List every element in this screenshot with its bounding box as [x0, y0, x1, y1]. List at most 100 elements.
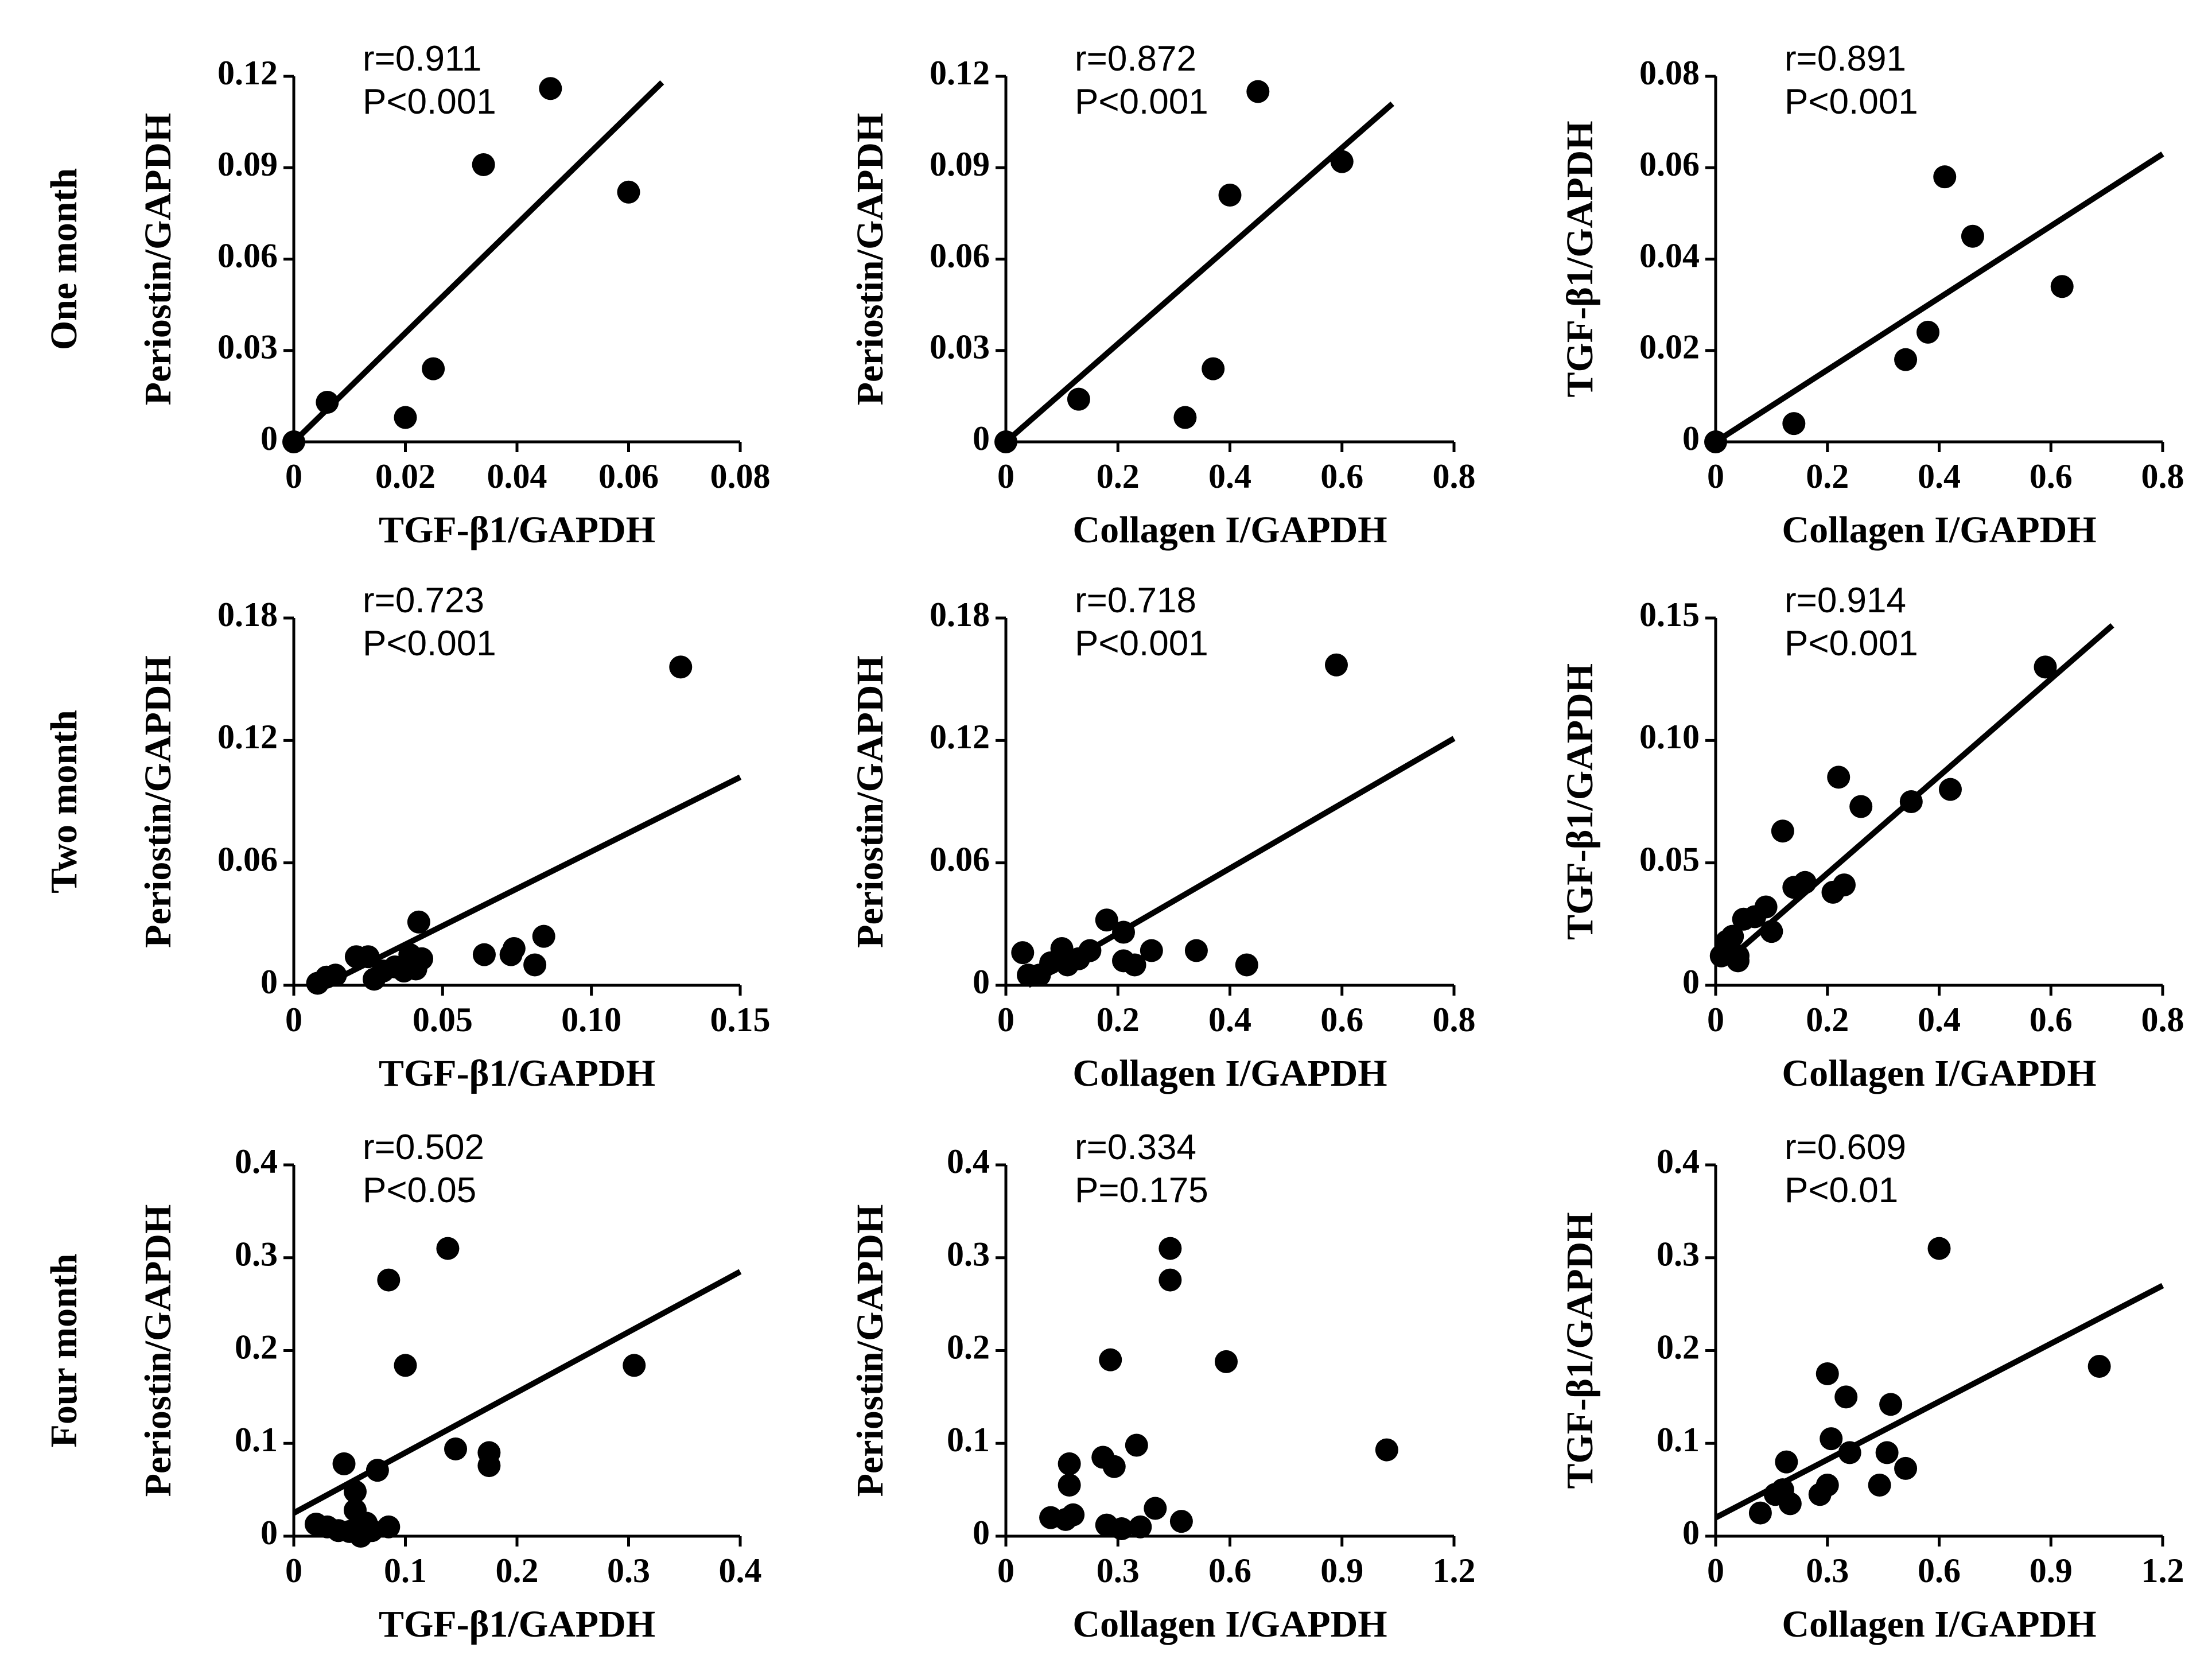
y-tick-label: 0	[261, 963, 278, 1001]
correlation-r: r=0.723	[363, 581, 484, 620]
x-tick-label: 0.08	[710, 457, 771, 495]
x-axis-label: Collagen I/GAPDH	[1072, 1603, 1387, 1645]
scatter-panel: 0 0.3 0.6 0.9 1.2 0 0.1 0.2 0.3 0.4 Collagen I/GAP…	[849, 1128, 1475, 1645]
x-axis-label: TGF-β1/GAPDH	[379, 1052, 655, 1094]
regression-line	[322, 774, 742, 988]
y-axis-label: Periostin/GAPDH	[137, 1204, 179, 1497]
y-tick-label: 0	[973, 963, 990, 1001]
y-tick-label: 0.09	[930, 145, 990, 183]
data-point	[1095, 908, 1118, 932]
data-point	[1235, 953, 1258, 977]
scatter-panel: 0 0.2 0.4 0.6 0.8 0 0.06 0.12 0.18 Collagen I/GAP…	[849, 581, 1475, 1094]
x-tick-label: 0.2	[1806, 457, 1849, 495]
data-point	[1169, 1510, 1193, 1533]
scatter-panel: 0 0.2 0.4 0.6 0.8 0 0.05 0.10 0.15 Collagen I/GAP…	[1559, 581, 2184, 1094]
x-tick-label: 0.3	[607, 1552, 650, 1590]
regression-line	[1725, 623, 2114, 963]
y-tick-label: 0.06	[930, 236, 990, 274]
x-tick-label: 0.4	[1918, 457, 1961, 495]
data-point	[1838, 1441, 1861, 1464]
x-tick-label: 0	[285, 457, 302, 495]
data-point	[422, 357, 445, 380]
data-point	[532, 924, 555, 948]
data-point	[407, 910, 430, 934]
x-tick-label: 0.2	[1097, 1001, 1140, 1039]
data-point	[343, 1480, 367, 1503]
x-axis-label: Collagen I/GAPDH	[1782, 1603, 2096, 1645]
row-label: Two month	[43, 710, 85, 893]
regression-line	[292, 1269, 742, 1516]
x-tick-label: 0.05	[413, 1001, 473, 1039]
data-point	[1775, 1450, 1798, 1474]
data-point	[1726, 944, 1750, 968]
data-point	[1894, 348, 1918, 371]
x-tick-label: 0	[1707, 1552, 1724, 1590]
data-point	[1834, 1385, 1858, 1409]
data-point	[394, 1354, 417, 1377]
y-axis-label: TGF-β1/GAPDH	[1559, 1212, 1601, 1489]
x-axis-label: Collagen I/GAPDH	[1782, 1052, 2096, 1094]
data-point	[1058, 1474, 1081, 1497]
data-point	[1754, 895, 1778, 919]
data-point	[1868, 1474, 1891, 1497]
y-tick-label: 0.18	[930, 596, 990, 634]
x-tick-label: 0.3	[1806, 1552, 1849, 1590]
data-point	[316, 390, 339, 414]
data-point	[1159, 1268, 1182, 1292]
y-tick-label: 0.2	[235, 1328, 278, 1366]
correlation-r: r=0.914	[1785, 581, 1906, 620]
data-point	[1144, 1497, 1167, 1520]
x-tick-label: 0.8	[1433, 457, 1476, 495]
x-tick-label: 0.2	[1806, 1001, 1849, 1039]
correlation-r: r=0.891	[1785, 39, 1906, 79]
correlation-r: r=0.872	[1075, 39, 1196, 79]
correlation-r: r=0.334	[1075, 1128, 1196, 1167]
data-point	[1110, 1517, 1133, 1541]
data-point	[1099, 1348, 1122, 1371]
data-point	[994, 430, 1017, 453]
correlation-r: r=0.609	[1785, 1128, 1906, 1167]
x-axis-label: TGF-β1/GAPDH	[379, 1603, 655, 1645]
data-point	[1771, 819, 1794, 843]
y-tick-label: 0.12	[217, 54, 278, 92]
data-point	[617, 180, 640, 204]
data-point	[1820, 1427, 1843, 1451]
data-point	[1375, 1438, 1398, 1462]
data-point	[1078, 939, 1102, 962]
data-point	[377, 1268, 401, 1292]
data-point	[1875, 1441, 1899, 1464]
data-point	[444, 1437, 468, 1460]
data-point	[2050, 275, 2074, 298]
x-tick-label: 1.2	[1433, 1552, 1476, 1590]
x-axis-label: TGF-β1/GAPDH	[379, 509, 655, 551]
scatter-panel: 0 0.2 0.4 0.6 0.8 0 0.02 0.04 0.06 0.08 Collagen I…	[1559, 39, 2184, 551]
x-tick-label: 0.02	[375, 457, 436, 495]
data-point	[539, 77, 562, 100]
p-value: P<0.001	[363, 82, 496, 122]
scatter-panel: 0 0.1 0.2 0.3 0.4 0 0.1 0.2 0.3 0.4 TGF-β1/GAPDH Pe…	[137, 1128, 761, 1645]
x-tick-label: 0	[1707, 1001, 1724, 1039]
y-axis-label: Periostin/GAPDH	[849, 113, 891, 406]
regression-line	[1714, 1283, 2164, 1521]
y-tick-label: 0.12	[930, 54, 990, 92]
data-point	[623, 1354, 646, 1377]
data-point	[1916, 320, 1940, 344]
scatter-panel: 0 0.2 0.4 0.6 0.8 0 0.03 0.06 0.09 0.12 Collagen I…	[849, 39, 1475, 551]
scatter-panel: 0 0.02 0.04 0.06 0.08 0 0.03 0.06 0.09 0.12 TGF-β1…	[137, 39, 770, 551]
y-tick-label: 0.06	[217, 840, 278, 878]
data-point	[1214, 1350, 1238, 1373]
data-point	[1218, 184, 1242, 207]
y-tick-label: 0.03	[217, 328, 278, 366]
x-tick-label: 0.6	[1320, 457, 1363, 495]
x-tick-label: 0.10	[561, 1001, 621, 1039]
data-point	[1123, 953, 1146, 977]
regression-line	[1714, 151, 2164, 445]
data-point	[472, 153, 495, 176]
p-value: P<0.001	[1785, 82, 1918, 122]
y-tick-label: 0.06	[930, 840, 990, 878]
row-label: Four month	[43, 1254, 85, 1448]
x-tick-label: 0.4	[1918, 1001, 1961, 1039]
data-point	[1246, 80, 1270, 103]
y-tick-label: 0.4	[235, 1143, 278, 1180]
